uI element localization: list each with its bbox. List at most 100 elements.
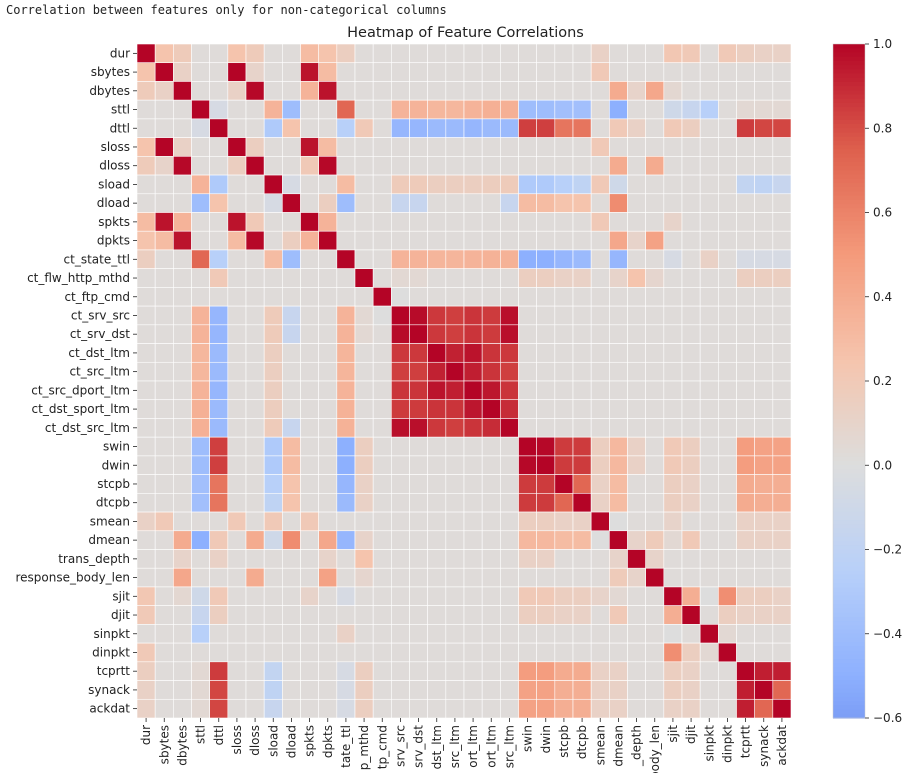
heatmap-cell-smean-dload	[282, 511, 301, 532]
heatmap-cell-ct_dst_src_ltm-response_body_len	[645, 418, 665, 438]
heatmap-cell-djit-tcprtt	[736, 605, 755, 625]
heatmap-cell-ct_srv_dst-response_body_len	[645, 324, 665, 344]
colorbar-segment	[833, 612, 865, 618]
heatmap-cell-sttl-ct_ftp_cmd	[372, 99, 392, 120]
heatmap-cell-trans_depth-ct_srv_src	[391, 549, 410, 569]
heatmap-cell-dtcpb-ct_src_ltm	[445, 493, 465, 513]
heatmap-cell-response_body_len-dur	[136, 567, 156, 588]
heatmap-cell-tcprtt-sloss	[227, 661, 247, 681]
x-tick-label: sjit	[666, 725, 680, 743]
x-axis-labels: dur sbytes dbytes sttl dttl sloss dloss sload dl…	[139, 718, 789, 773]
colorbar-segment	[833, 124, 865, 129]
heatmap-cell-response_body_len-dloss	[245, 567, 265, 588]
colorbar-segment	[833, 397, 865, 403]
heatmap-cell-ct_srv_src-sloss	[227, 305, 247, 326]
heatmap-cell-dinpkt-tcprtt	[736, 642, 755, 663]
heatmap-cell-stcpb-smean	[590, 474, 610, 494]
colorbar-segment	[833, 566, 865, 572]
heatmap-cell-ct_src_dport_ltm-ct_src_ltm	[445, 380, 465, 401]
heatmap-cell-ct_srv_src-sbytes	[154, 305, 174, 326]
heatmap-cell-dwin-ct_src_ltm	[445, 455, 465, 475]
heatmap-cell-spkts-dur	[136, 212, 156, 232]
heatmap-cell-djit-djit	[681, 605, 701, 625]
heatmap-cell-dmean-stcpb	[554, 530, 574, 550]
heatmap-cell-dmean-response_body_len	[645, 530, 665, 550]
heatmap-cell-dloss-ct_srv_src	[391, 156, 410, 176]
heatmap-cell-ct_src_ltm-response_body_len	[645, 361, 665, 382]
x-tick-label: ort_ltm	[484, 725, 498, 768]
colorbar-segment	[833, 355, 865, 361]
heatmap-cell-dinpkt-ct_dst_sport_ltm	[481, 642, 501, 663]
colorbar-segment	[833, 574, 865, 580]
heatmap-cell-dur-dtcpb	[572, 43, 592, 64]
heatmap-cell-dur-sttl	[191, 43, 210, 64]
heatmap-cell-tcprtt-ct_dst_ltm	[427, 661, 447, 681]
heatmap-cell-ct_dst_src_ltm-swin	[518, 418, 537, 438]
heatmap-cell-dload-dload	[282, 193, 301, 213]
heatmap-cell-response_body_len-synack	[754, 567, 774, 588]
heatmap-cell-sloss-sttl	[191, 137, 210, 157]
heatmap-cell-ct_flw_http_mthd-sinpkt	[699, 268, 719, 288]
heatmap-cell-response_body_len-ct_src_dport_ltm	[463, 567, 483, 588]
colorbar-segment	[833, 595, 865, 601]
heatmap-cell-smean-swin	[518, 511, 537, 532]
heatmap-cell-ct_dst_ltm-sjit	[663, 343, 683, 363]
heatmap-cell-response_body_len-ct_flw_http_mthd	[354, 567, 374, 588]
heatmap-cell-sttl-dloss	[245, 99, 265, 120]
heatmap-cell-spkts-swin	[518, 212, 537, 232]
x-tick-label: sinpkt	[702, 725, 716, 762]
colorbar-segment	[833, 545, 865, 551]
heatmap-cell-swin-ct_flw_http_mthd	[354, 436, 374, 457]
colorbar-segment	[833, 650, 865, 656]
colorbar-segment	[833, 250, 865, 256]
heatmap-cell-sttl-sttl	[191, 99, 210, 120]
colorbar-segment	[833, 178, 865, 184]
heatmap-cell-dwin-djit	[681, 455, 701, 475]
heatmap-cell-smean-ct_src_ltm	[445, 511, 465, 532]
heatmap-cell-ct_src_dport_ltm-response_body_len	[645, 380, 665, 401]
heatmap-cell-dloss-sinpkt	[699, 156, 719, 176]
heatmap-cell-sbytes-stcpb	[554, 62, 574, 82]
heatmap-cell-dwin-dbytes	[173, 455, 192, 475]
heatmap-cell-trans_depth-ct_dst_sport_ltm	[481, 549, 501, 569]
heatmap-cell-dtcpb-dpkts	[318, 493, 338, 513]
heatmap-cell-ct_state_ttl-response_body_len	[645, 249, 665, 269]
heatmap-cell-ct_srv_src-ct_dst_sport_ltm	[481, 305, 501, 326]
heatmap-cell-dttl-ct_dst_ltm	[427, 118, 447, 138]
heatmap-cell-spkts-dloss	[245, 212, 265, 232]
heatmap-cell-spkts-dinpkt	[718, 212, 737, 232]
heatmap-cell-dbytes-dur	[136, 81, 156, 101]
heatmap-cell-dttl-dload	[282, 118, 301, 138]
heatmap-cell-djit-dinpkt	[718, 605, 737, 625]
heatmap-cell-dload-dttl	[209, 193, 229, 213]
heatmap-cell-dload-ct_dst_sport_ltm	[481, 193, 501, 213]
heatmap-cell-sloss-ct_src_dport_ltm	[463, 137, 483, 157]
heatmap-cell-ct_srv_dst-sload	[263, 324, 283, 344]
heatmap-cell-sbytes-dtcpb	[572, 62, 592, 82]
heatmap-cell-ct_dst_src_ltm-ct_dst_sport_ltm	[481, 418, 501, 438]
heatmap-cell-ct_ftp_cmd-sjit	[663, 287, 683, 307]
heatmap-cell-dmean-ackdat	[772, 530, 792, 550]
heatmap-cell-ct_ftp_cmd-dinpkt	[718, 287, 737, 307]
heatmap-cell-dloss-ct_src_ltm	[445, 156, 465, 176]
heatmap-cell-spkts-sjit	[663, 212, 683, 232]
heatmap-cell-dpkts-ct_srv_src	[391, 230, 410, 251]
heatmap-cell-ct_src_ltm-ct_dst_sport_ltm	[481, 361, 501, 382]
heatmap-cell-ct_ftp_cmd-dur	[136, 287, 156, 307]
colorbar-segment	[833, 578, 865, 584]
heatmap-cell-ct_src_ltm-ct_srv_src	[391, 361, 410, 382]
heatmap-cell-dload-sinpkt	[699, 193, 719, 213]
colorbar-tick-label: −0.4	[873, 627, 902, 641]
colorbar-segment	[833, 503, 865, 508]
y-tick-label: ct_srv_dst	[70, 327, 130, 341]
heatmap-cell-ct_src_dport_ltm-ct_srv_src	[391, 380, 410, 401]
heatmap-cell-sbytes-synack	[754, 62, 774, 82]
heatmap-cell-stcpb-dloss	[245, 474, 265, 494]
colorbar-segment	[833, 583, 865, 589]
heatmap-cell-ct_state_ttl-dload	[282, 249, 301, 269]
heatmap-cell-ct_ftp_cmd-synack	[754, 287, 774, 307]
heatmap-cell-sttl-sload	[263, 99, 283, 120]
heatmap-cell-swin-trans_depth	[627, 436, 646, 457]
heatmap-cell-ct_dst_src_ltm-dbytes	[173, 418, 192, 438]
y-tick-label: dwin	[102, 458, 130, 472]
